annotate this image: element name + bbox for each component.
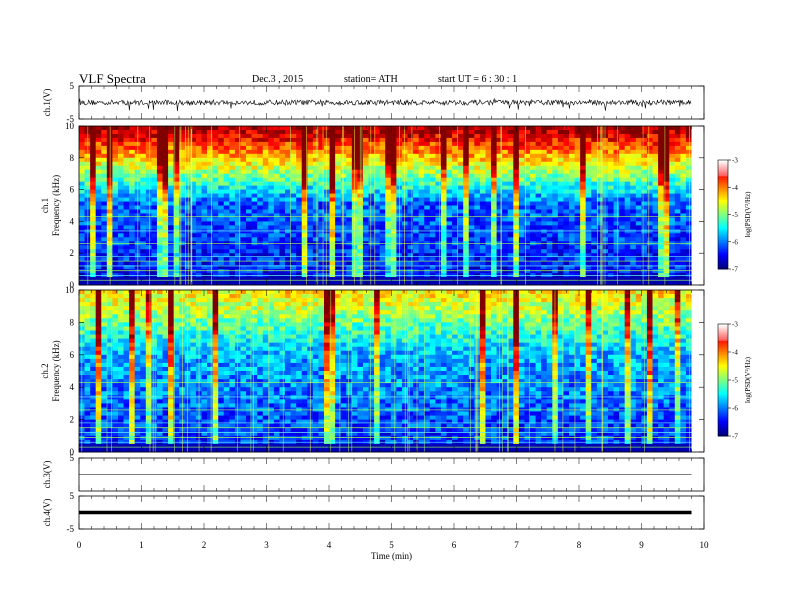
y-tick-label: 10: [65, 121, 75, 131]
signal-line: [78, 97, 692, 112]
colorbar-tick-label: -6: [732, 405, 738, 413]
colorbar-label: log(PSD(V²/Hz): [744, 191, 752, 238]
y-tick-label: -5: [67, 114, 75, 124]
colorbar-tick-label: -3: [732, 157, 738, 165]
x-tick-label: 8: [577, 540, 582, 550]
y-axis-label: ch.3(V): [42, 461, 52, 489]
y-axis-label: ch.4(V): [42, 499, 52, 527]
y-tick-label: 4: [70, 382, 75, 392]
y-tick-label: -5: [67, 524, 75, 534]
x-tick-label: 4: [327, 540, 332, 550]
header-station: station= ATH: [344, 74, 398, 85]
y-tick-label: 0: [70, 447, 75, 457]
colorbar-tick-label: -6: [732, 238, 738, 246]
y-tick-label: 5: [70, 453, 75, 463]
header-start-time: start UT = 6 : 30 : 1: [438, 74, 518, 85]
x-tick-label: 1: [139, 540, 144, 550]
x-tick-label: 2: [202, 540, 207, 550]
x-tick-label: 3: [264, 540, 269, 550]
y-tick-label: 5: [70, 491, 75, 501]
colorbar-tick-label: -4: [732, 184, 738, 192]
colorbar: -3 -4 -5 -6 -7 log(PSD(V²/Hz): [717, 157, 752, 274]
x-tick-label: 7: [514, 540, 519, 550]
narrowband-lines: [79, 290, 692, 452]
x-axis: 0 1 2 3 4 5 6 7 8 9 10 Time (min): [77, 540, 709, 561]
colorbar-tick-label: -7: [732, 266, 738, 274]
colorbar-label: log(PSD(V²/Hz): [744, 356, 752, 403]
panel-5: 5 -5 ch.4(V): [42, 491, 705, 534]
narrowband-lines: [79, 126, 692, 285]
y-axis-label-channel: ch.2: [40, 363, 50, 378]
y-tick-label: 4: [70, 216, 75, 226]
panel-2: -3 -4 -5 -6 -7 log(PSD(V²/Hz) 0 2 4 6 8 10 ch.1 Frequ…: [40, 121, 752, 290]
panel-4: 5 ch.3(V): [42, 453, 705, 492]
y-axis-label-channel: ch.1: [40, 198, 50, 213]
panel-3: -3 -4 -5 -6 -7 log(PSD(V²/Hz) 0 2 4 6 8 10 ch.2 Frequ…: [40, 285, 752, 457]
trace: [78, 97, 692, 112]
x-axis-label: Time (min): [371, 551, 412, 561]
y-axis-label: Frequency (kHz): [51, 340, 61, 401]
y-tick-label: 5: [70, 81, 75, 91]
y-tick-label: 6: [70, 350, 75, 360]
x-tick-label: 10: [700, 540, 710, 550]
colorbar-tick-label: -5: [732, 377, 738, 385]
y-tick-label: 10: [65, 285, 75, 295]
x-tick-label: 5: [389, 540, 394, 550]
colorbar-tick-label: -7: [732, 433, 738, 441]
y-tick-label: 0: [70, 280, 75, 290]
y-axis-label: ch.1(V): [42, 89, 52, 117]
x-tick-label: 0: [77, 540, 82, 550]
x-tick-label: 6: [452, 540, 457, 550]
no-data-area: [691, 126, 704, 285]
colorbar-tick-label: -4: [732, 349, 738, 357]
y-tick-label: 8: [70, 317, 75, 327]
colorbar: -3 -4 -5 -6 -7 log(PSD(V²/Hz): [717, 321, 752, 441]
y-tick-label: 2: [70, 415, 75, 425]
y-tick-label: 8: [70, 153, 75, 163]
header-date: Dec.3 , 2015: [252, 74, 304, 85]
colorbar-tick-label: -5: [732, 211, 738, 219]
panel-1: 5 -5 ch.1(V): [42, 81, 705, 124]
y-tick-label: 2: [70, 248, 75, 258]
y-tick-label: 6: [70, 185, 75, 195]
y-axis-label: Frequency (kHz): [51, 175, 61, 236]
colorbar-tick-label: -3: [732, 321, 738, 329]
x-tick-label: 9: [639, 540, 644, 550]
figure-title: VLF Spectra: [79, 71, 146, 86]
no-data-area: [691, 290, 704, 452]
